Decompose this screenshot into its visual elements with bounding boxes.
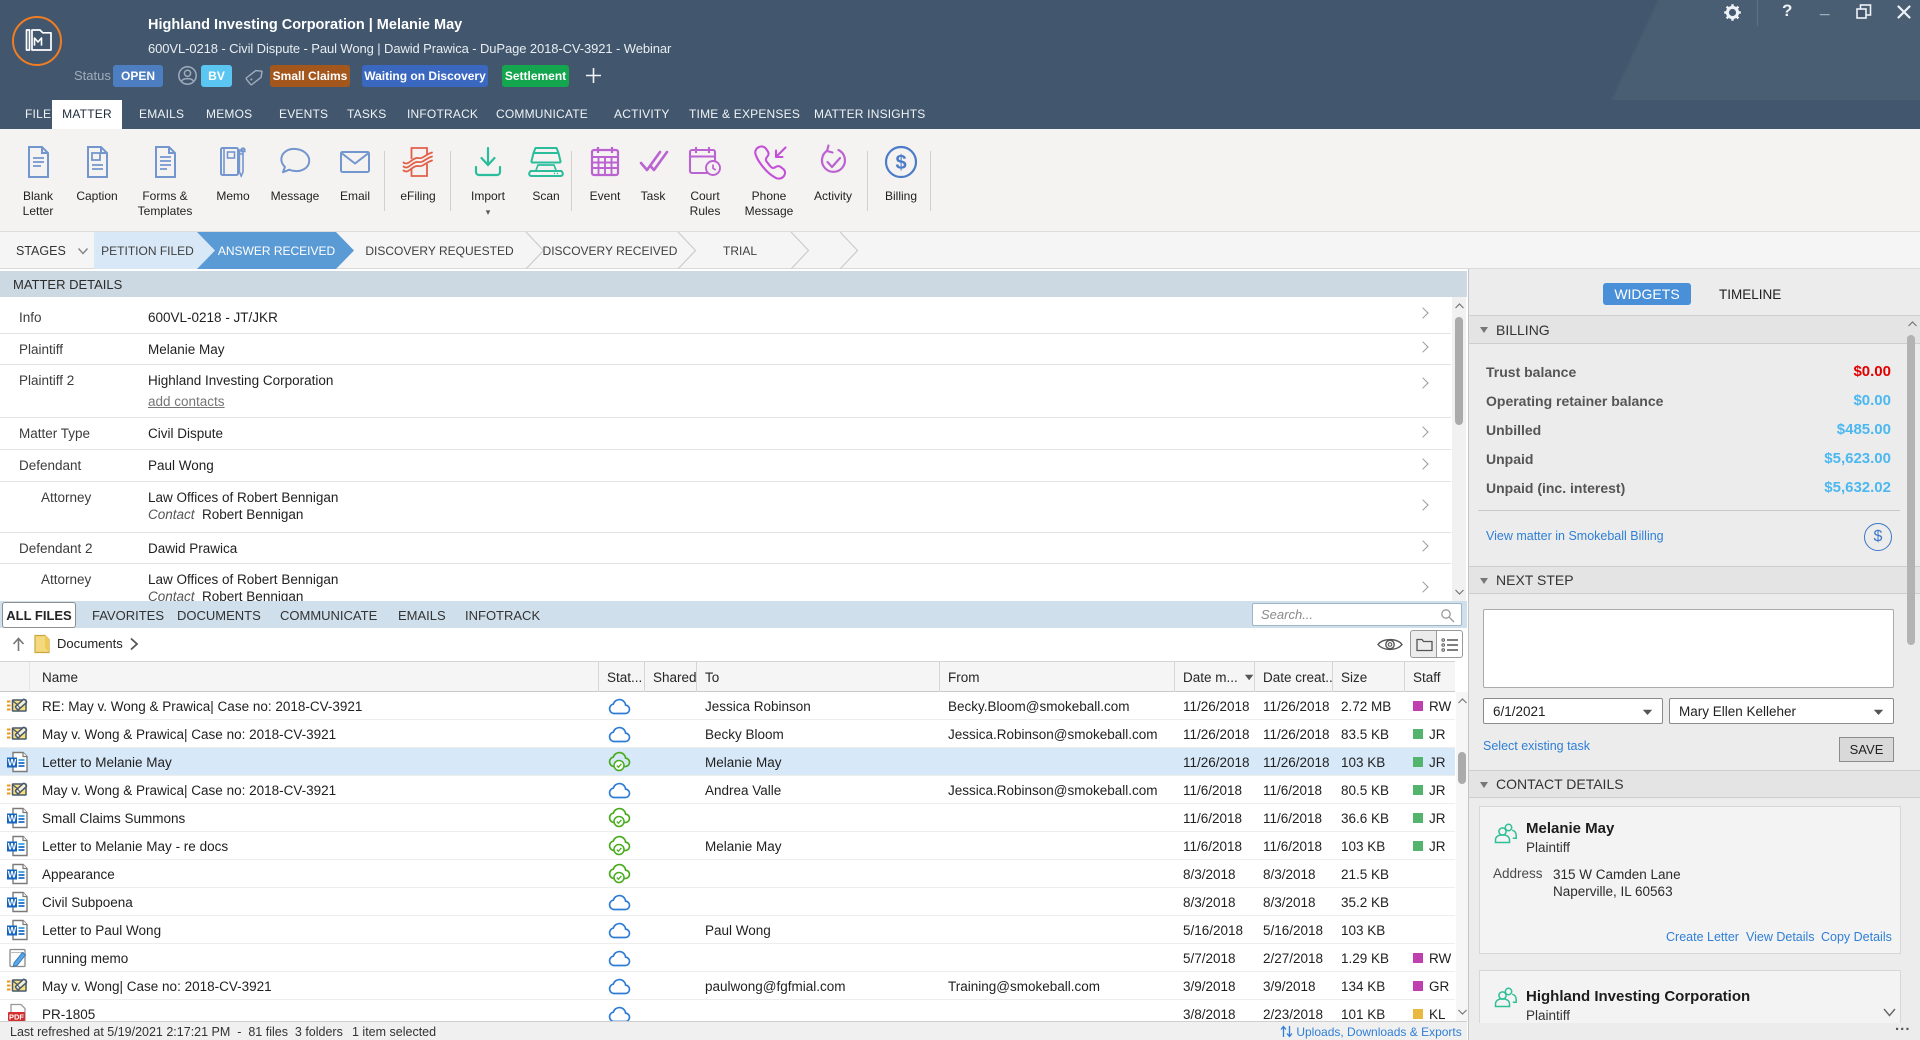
- svg-text:$: $: [895, 152, 906, 174]
